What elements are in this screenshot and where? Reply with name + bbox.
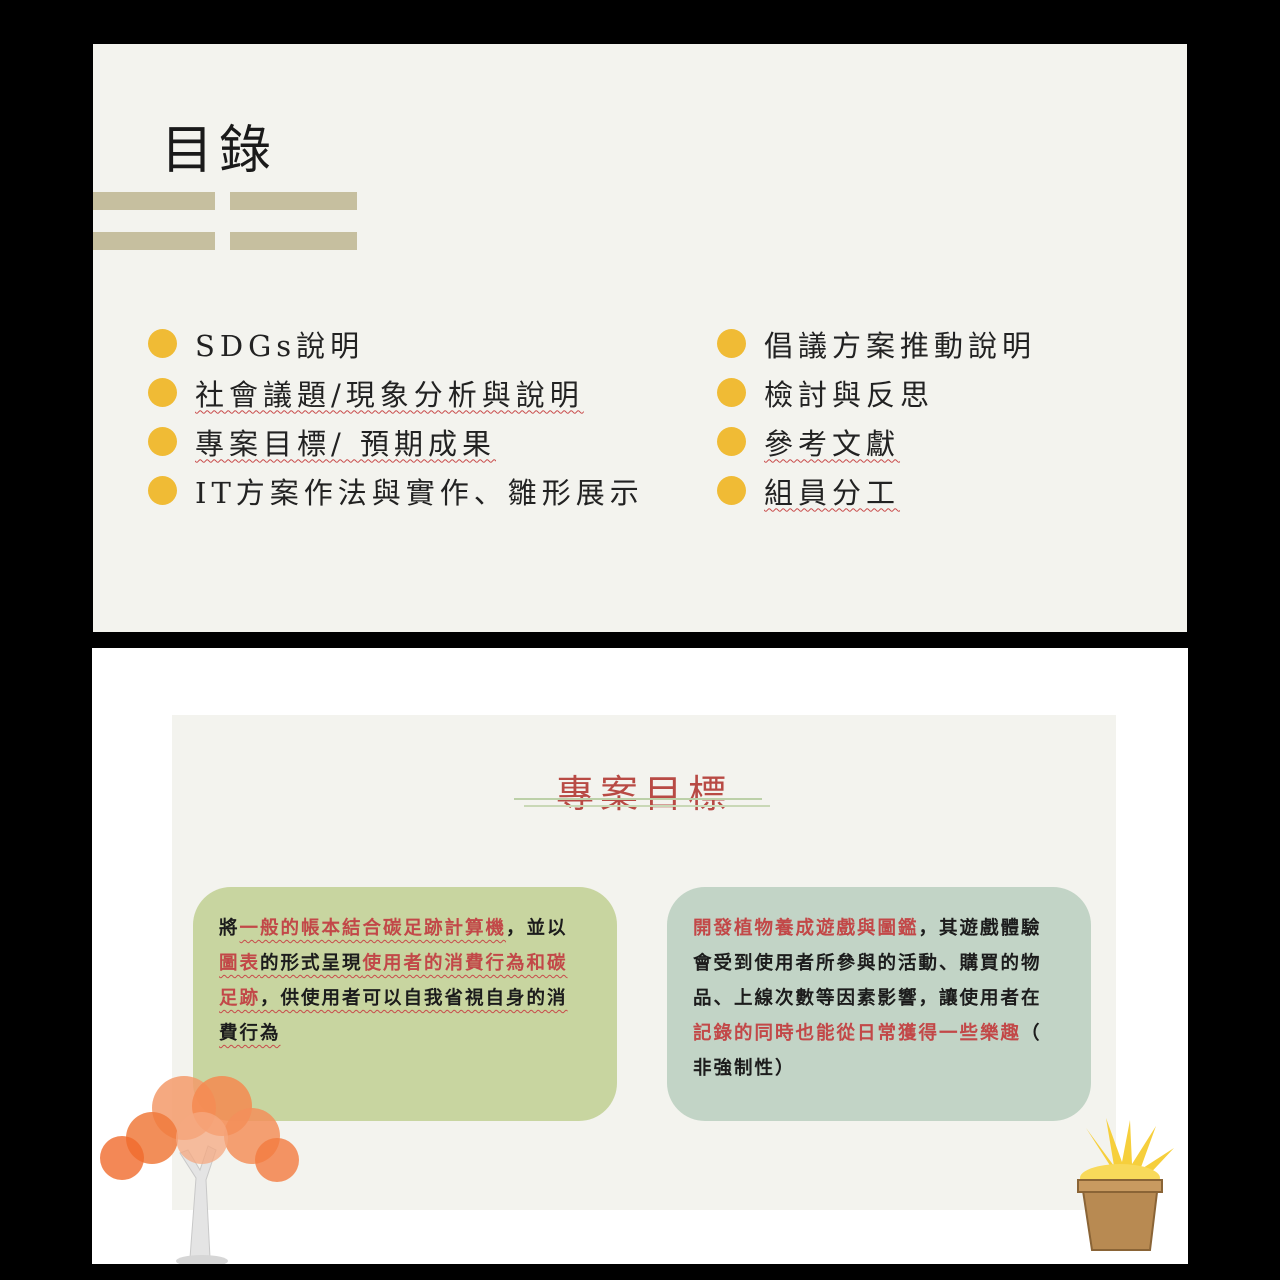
card-line: 圖表的形式呈現使用者的消費行為和碳 (219, 953, 568, 974)
decor-bar (230, 192, 357, 210)
tree-illustration (100, 1076, 299, 1264)
goal-card-ledger: 將一般的帳本結合碳足跡計算機，並以 圖表的形式呈現使用者的消費行為和碳 足跡，供… (193, 887, 617, 1121)
toc-item: 專案目標/ 預期成果 (148, 417, 644, 466)
toc-item-label: 專案目標/ 預期成果 (195, 426, 496, 461)
toc-item: 社會議題/現象分析與說明 (148, 368, 644, 417)
bullet-icon (148, 427, 177, 456)
toc-item: 檢討與反思 (717, 368, 1036, 417)
card-line: 足跡，供使用者可以自我省視自身的消 (219, 988, 568, 1009)
toc-list-right: 倡議方案推動說明 檢討與反思 參考文獻 組員分工 (717, 319, 1036, 515)
bullet-icon (717, 329, 746, 358)
toc-item: IT方案作法與實作、雛形展示 (148, 466, 644, 515)
bullet-icon (717, 427, 746, 456)
decor-bar (93, 192, 215, 210)
toc-item-label: 社會議題/現象分析與說明 (195, 377, 584, 412)
card-line: 品、上線次數等因素影響，讓使用者在 (693, 988, 1042, 1009)
toc-slide: 目錄 SDGs說明 社會議題/現象分析與說明 專案目標/ 預期成果 IT方案作法… (93, 44, 1187, 632)
toc-item-label: IT方案作法與實作、雛形展示 (195, 475, 644, 510)
card-line: 將一般的帳本結合碳足跡計算機，並以 (219, 918, 568, 939)
section-title: 專案目標 (555, 772, 732, 816)
card-line: 非強制性） (693, 1058, 796, 1079)
title-underline (514, 798, 762, 800)
toc-item-label: 組員分工 (764, 475, 901, 510)
toc-title: 目錄 (161, 121, 278, 181)
bullet-icon (148, 476, 177, 505)
bullet-icon (717, 476, 746, 505)
toc-item-label: 參考文獻 (764, 426, 901, 461)
card-line: 費行為 (219, 1023, 281, 1044)
toc-list-left: SDGs說明 社會議題/現象分析與說明 專案目標/ 預期成果 IT方案作法與實作… (148, 319, 644, 515)
toc-item-label: SDGs說明 (195, 328, 365, 363)
goal-card-plant-game: 開發植物養成遊戲與圖鑑，其遊戲體驗 會受到使用者所參與的活動、購買的物 品、上線… (667, 887, 1091, 1121)
toc-item-label: 檢討與反思 (764, 377, 935, 412)
card-line: 會受到使用者所參與的活動、購買的物 (693, 953, 1042, 974)
bullet-icon (148, 329, 177, 358)
bullet-icon (148, 378, 177, 407)
card-line: 開發植物養成遊戲與圖鑑，其遊戲體驗 (693, 918, 1042, 939)
toc-item-label: 倡議方案推動說明 (764, 328, 1037, 363)
potted-plant-illustration (1077, 1118, 1174, 1251)
bullet-icon (717, 378, 746, 407)
card-line: 記錄的同時也能從日常獲得一些樂趣（ (693, 1023, 1042, 1044)
toc-item: 參考文獻 (717, 417, 1036, 466)
toc-item: 倡議方案推動說明 (717, 319, 1036, 368)
decor-bar (93, 232, 215, 250)
decor-bar (230, 232, 357, 250)
toc-item: SDGs說明 (148, 319, 644, 368)
project-goal-slide: 專案目標 將一般的帳本結合碳足跡計算機，並以 圖表的形式呈現使用者的消費行為和碳… (92, 648, 1188, 1264)
toc-item: 組員分工 (717, 466, 1036, 515)
content-panel: 專案目標 將一般的帳本結合碳足跡計算機，並以 圖表的形式呈現使用者的消費行為和碳… (172, 715, 1116, 1210)
title-underline (524, 805, 770, 807)
